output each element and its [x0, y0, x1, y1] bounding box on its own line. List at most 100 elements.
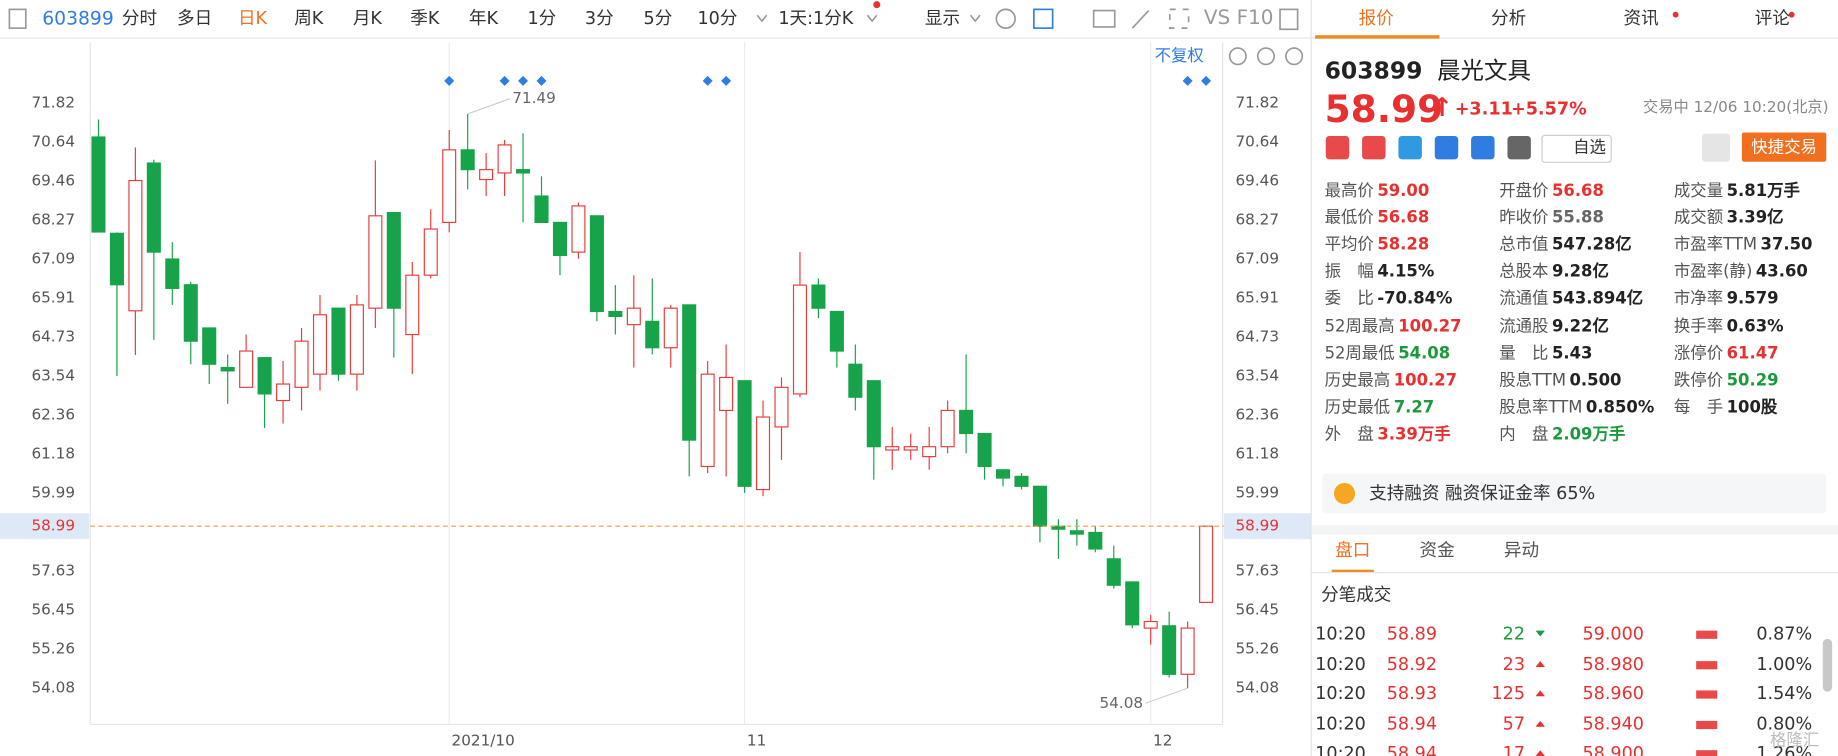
stat-label: 52周最高	[1324, 317, 1395, 336]
trade-pct: 1.00%	[1756, 653, 1813, 675]
panel-tab[interactable]: 资讯	[1623, 7, 1659, 29]
stat-value: 5.43	[1551, 344, 1593, 363]
period-tab[interactable]: 月K	[352, 7, 382, 29]
stat-label: 历史最低	[1324, 398, 1391, 418]
book-tab[interactable]: 资金	[1419, 539, 1455, 561]
stat-value: 9.579	[1726, 289, 1779, 309]
alert-dot	[873, 1, 881, 9]
feature-icon[interactable]	[1398, 135, 1422, 160]
y2-tick-label: 59.99	[1235, 484, 1279, 502]
stat-item: 外 盘 3.39万手	[1325, 427, 1451, 443]
candle-body	[829, 310, 844, 352]
stat-item: 总市值 547.28亿	[1499, 237, 1631, 253]
stat-label: 成交额	[1673, 208, 1724, 228]
margin-box	[1322, 473, 1827, 514]
watch-button[interactable]	[1541, 134, 1612, 163]
trade-button[interactable]	[1741, 132, 1827, 162]
period-tab[interactable]: 季K	[410, 7, 440, 29]
stat-item: 内 盘 2.09万手	[1499, 427, 1625, 443]
trade-label[interactable]: 快捷交易	[1751, 138, 1817, 158]
period-tab[interactable]: 5分	[643, 7, 673, 29]
stat-value: 100股	[1726, 398, 1778, 418]
feature-icon[interactable]	[1471, 135, 1495, 160]
trade-price: 58.93	[1386, 683, 1438, 705]
trade-level: 58.960	[1582, 683, 1645, 705]
y-tick-label: 71.82	[31, 94, 75, 112]
change: +3.11	[1454, 97, 1513, 119]
y2-tick-label: 68.27	[1235, 211, 1279, 229]
stat-value: 543.894亿	[1551, 289, 1644, 309]
f10-button[interactable]: F10	[1236, 6, 1274, 30]
stat-label: 市盈率(静)	[1673, 262, 1753, 282]
book-tab[interactable]: 盘口	[1335, 539, 1371, 561]
candle-body	[922, 446, 937, 458]
period-tab[interactable]: 3分	[584, 7, 614, 29]
trade-side-icon	[1535, 660, 1545, 667]
stat-item: 总股本 9.28亿	[1499, 264, 1609, 280]
period-tab[interactable]: 年K	[468, 7, 498, 29]
stat-item: 最低价 56.68	[1325, 210, 1430, 226]
candle-body	[885, 446, 900, 451]
stat-value: 4.15%	[1377, 262, 1435, 282]
panel-tab[interactable]: 评论	[1754, 7, 1790, 29]
stat-label: 每 手	[1673, 398, 1724, 418]
feature-icon[interactable]	[1507, 135, 1531, 160]
trades-title: 分笔成交	[1321, 584, 1392, 606]
y-tick-label: 63.54	[31, 367, 75, 385]
trade-level: 58.980	[1582, 653, 1645, 675]
stat-value: 55.88	[1551, 208, 1604, 228]
price-arrow: ↑	[1431, 93, 1453, 124]
y2-tick-label: 70.64	[1235, 132, 1279, 150]
toolbar-icons	[8, 8, 1304, 66]
stat-value: 9.22亿	[1551, 317, 1609, 336]
period-tab[interactable]: 分时	[121, 7, 158, 29]
scrollbar[interactable]	[1822, 638, 1833, 692]
trade-side-icon	[1535, 690, 1545, 697]
trade-pct: 0.87%	[1756, 623, 1813, 645]
stat-item: 量 比 5.43	[1499, 345, 1592, 361]
feature-icon[interactable]	[1325, 135, 1350, 160]
watch-label[interactable]: 自选	[1573, 138, 1606, 158]
stat-item: 流通值 543.894亿	[1499, 291, 1643, 307]
bell-button[interactable]	[1702, 133, 1731, 162]
stat-value: 3.39亿	[1726, 208, 1784, 228]
period-tab[interactable]: 10分	[697, 7, 738, 29]
candle-body	[903, 446, 918, 451]
stat-label: 最高价	[1324, 181, 1374, 201]
range-select[interactable]: 1天:1分K	[778, 7, 854, 29]
stat-label: 涨停价	[1673, 344, 1724, 363]
adjust-button[interactable]: 不复权	[1154, 46, 1204, 66]
trade-bar	[1696, 630, 1718, 639]
y2-tick-label: 55.26	[1235, 640, 1279, 658]
feature-icon[interactable]	[1362, 135, 1386, 160]
stat-item: 历史最高 100.27	[1325, 372, 1457, 388]
panel-tab[interactable]: 报价	[1358, 7, 1394, 29]
pen-icon	[1131, 9, 1150, 29]
code: 603899	[42, 7, 114, 30]
y-tick-label: 69.46	[31, 171, 75, 189]
candle-body	[91, 136, 106, 233]
stat-value: 50.29	[1726, 371, 1779, 390]
chevron-icon	[969, 14, 981, 23]
candle-body	[331, 307, 346, 375]
y2-tick-label: 69.46	[1235, 171, 1279, 189]
period-tab[interactable]: 多日	[177, 7, 213, 29]
panel-tab[interactable]: 分析	[1491, 7, 1527, 29]
stat-item: 开盘价 56.68	[1499, 183, 1604, 199]
display-select[interactable]: 显示	[924, 7, 961, 29]
trade-price: 58.89	[1386, 623, 1438, 645]
period-tab[interactable]: 日K	[237, 7, 268, 29]
y-tick-label: 62.36	[31, 406, 75, 424]
y-tick-label: 68.27	[31, 211, 75, 229]
panel-divider	[1310, 0, 1312, 756]
vs-button[interactable]: VS	[1203, 6, 1231, 30]
book-tab[interactable]: 异动	[1503, 539, 1540, 561]
candle-body	[645, 320, 660, 349]
trade-volume: 125	[1491, 683, 1526, 705]
period-tab[interactable]: 周K	[294, 7, 324, 29]
candle-body	[811, 284, 826, 309]
stat-label: 开盘价	[1499, 181, 1549, 201]
feature-icon[interactable]	[1434, 135, 1459, 160]
period-tab[interactable]: 1分	[527, 7, 557, 29]
